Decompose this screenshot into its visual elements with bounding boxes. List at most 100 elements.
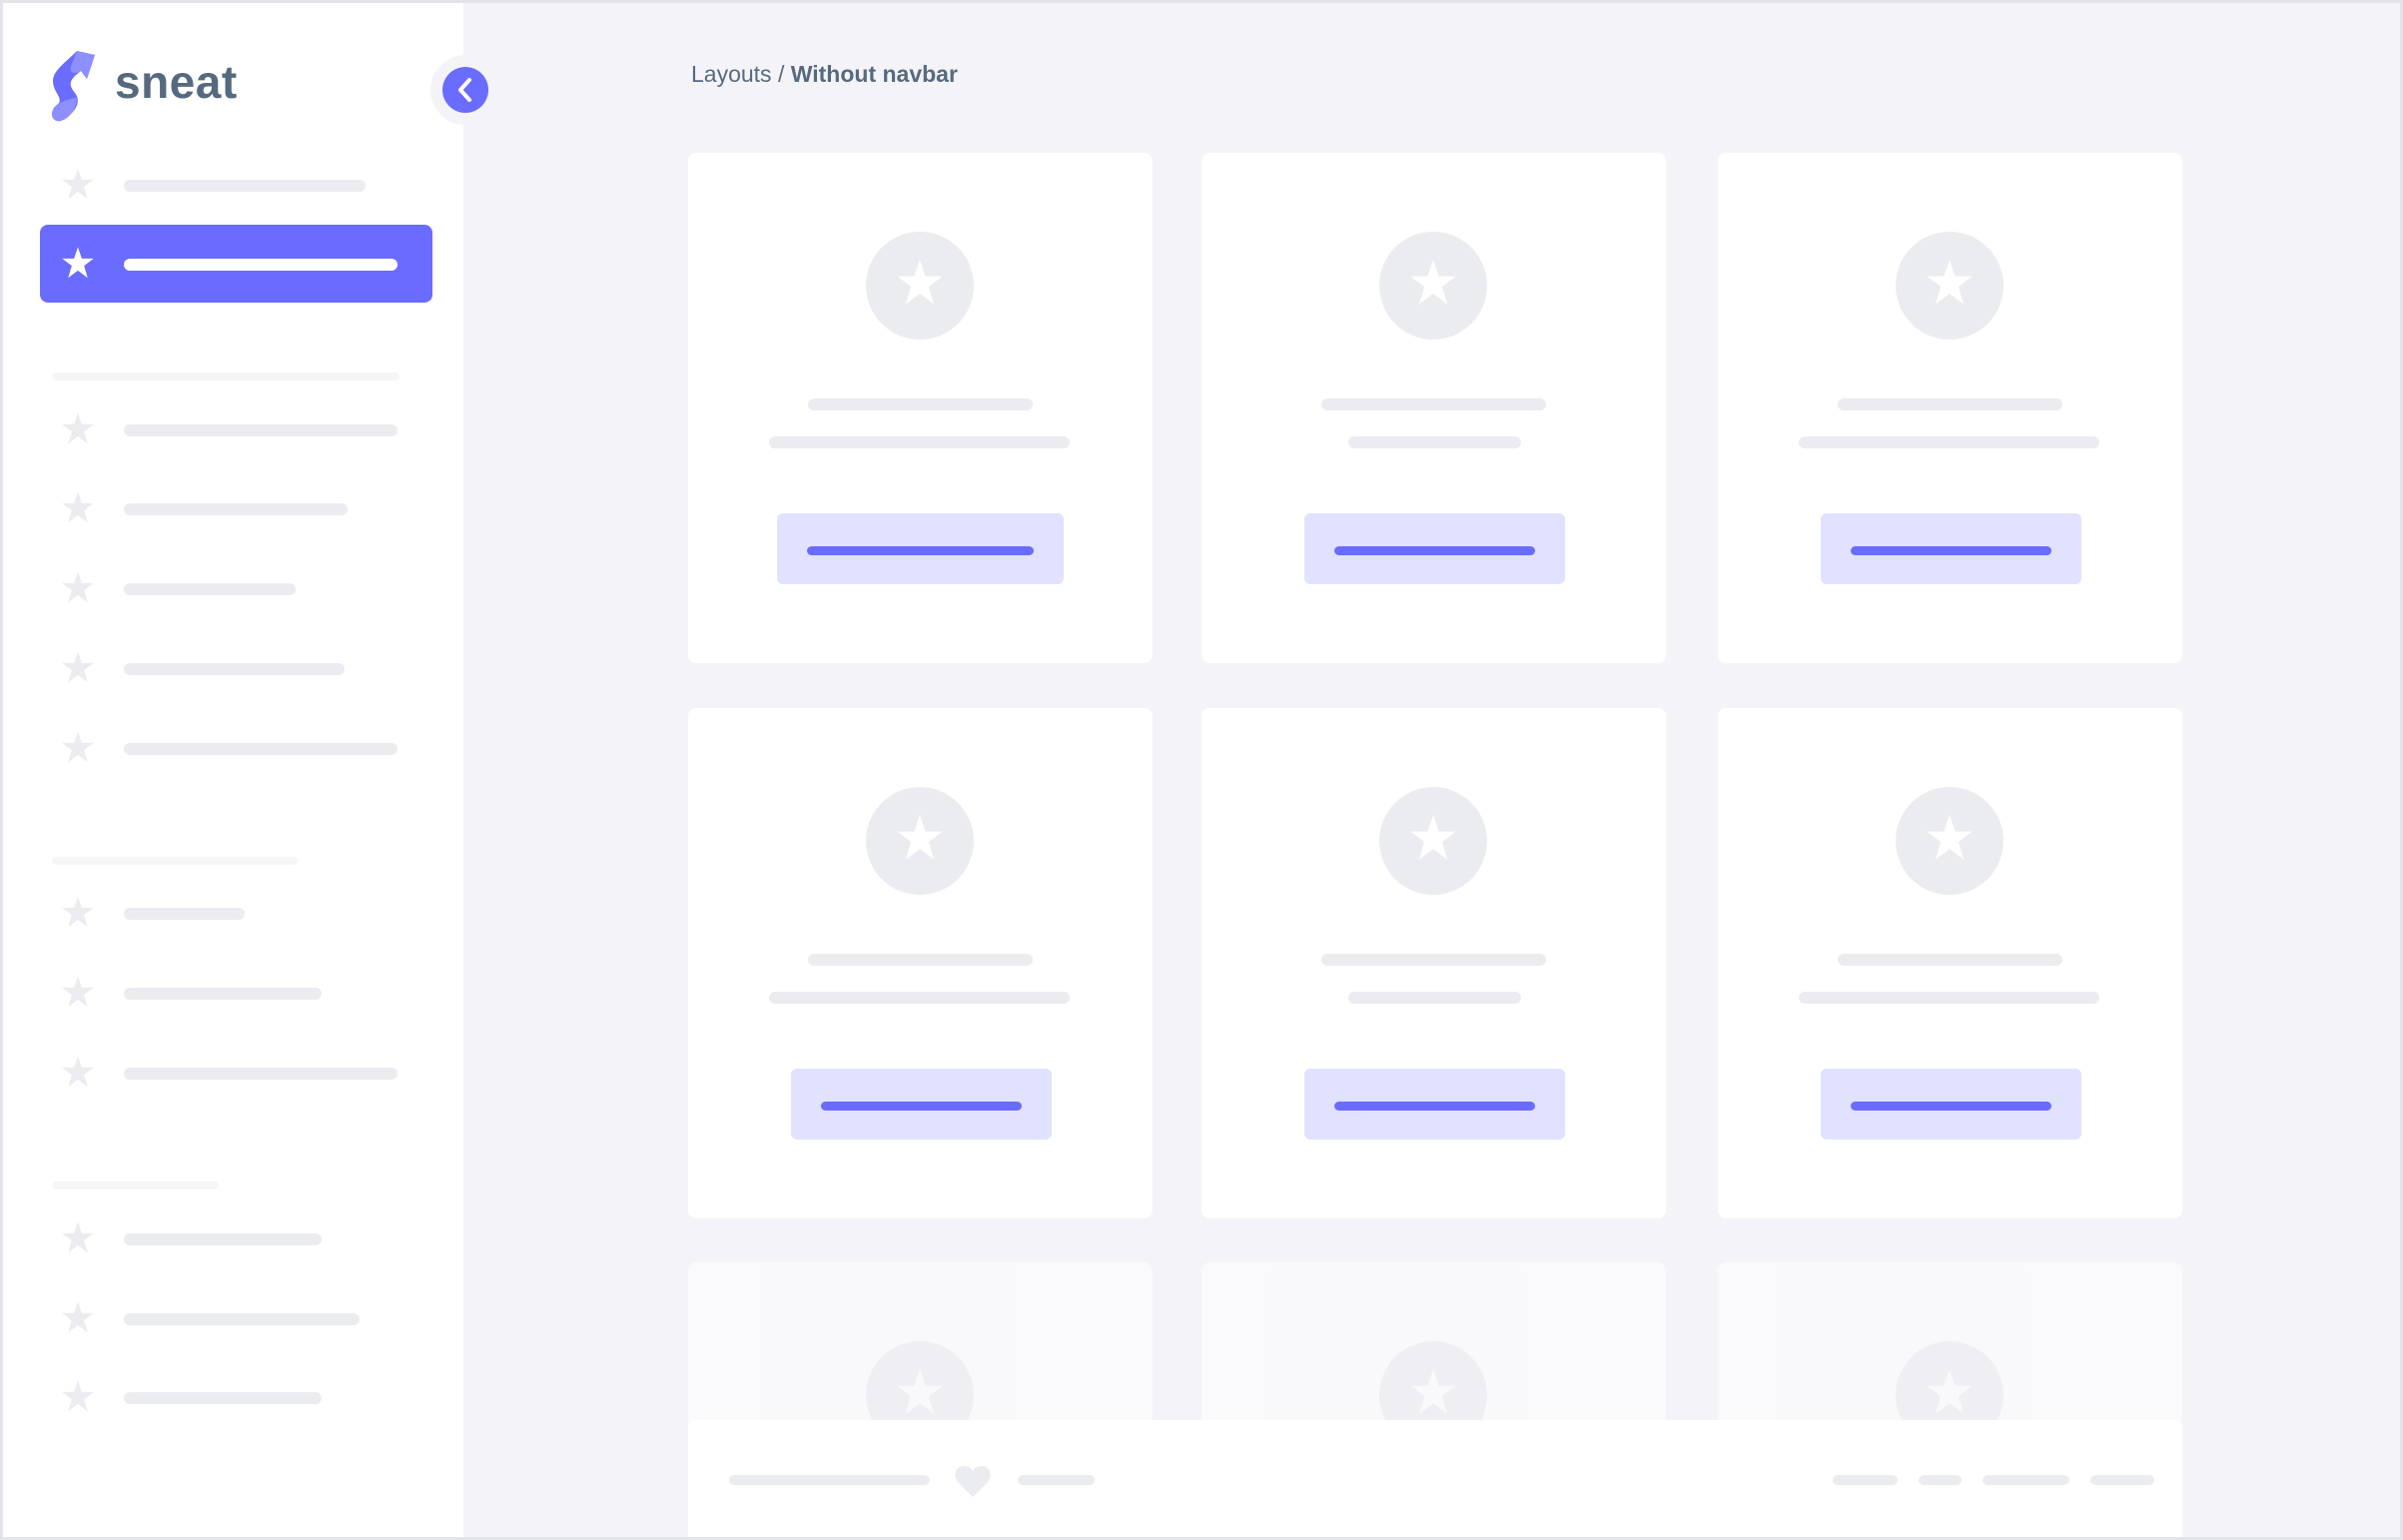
footer-text-placeholder bbox=[729, 1475, 930, 1485]
footer-link[interactable] bbox=[1983, 1475, 2069, 1485]
sidebar: sneat bbox=[3, 3, 500, 1537]
placeholder-card bbox=[1718, 708, 2182, 1218]
section-divider bbox=[52, 373, 400, 381]
breadcrumb-separator: / bbox=[771, 61, 791, 87]
card-action-button[interactable] bbox=[1304, 513, 1565, 584]
card-text-placeholder bbox=[1799, 436, 2099, 448]
sidebar-item[interactable] bbox=[40, 1377, 432, 1417]
button-label-placeholder bbox=[807, 546, 1034, 555]
sidebar-item-label-placeholder bbox=[124, 1068, 398, 1080]
placeholder-card bbox=[1202, 153, 1666, 663]
card-text-placeholder bbox=[769, 992, 1070, 1004]
footer-link[interactable] bbox=[2090, 1475, 2154, 1485]
star-icon bbox=[62, 1301, 94, 1333]
section-divider bbox=[52, 857, 298, 865]
sidebar-item-label-placeholder bbox=[124, 908, 245, 920]
card-text-placeholder bbox=[769, 436, 1070, 448]
sidebar-item-active[interactable] bbox=[40, 225, 432, 303]
sidebar-item[interactable] bbox=[40, 893, 432, 933]
card-title-placeholder bbox=[808, 954, 1033, 966]
star-icon bbox=[62, 731, 94, 763]
sidebar-item[interactable] bbox=[40, 1298, 432, 1338]
card-avatar bbox=[1896, 232, 2003, 340]
sidebar-item[interactable] bbox=[40, 728, 432, 768]
breadcrumb-current: Without navbar bbox=[790, 61, 958, 87]
footer-link[interactable] bbox=[1919, 1475, 1962, 1485]
button-label-placeholder bbox=[1334, 546, 1535, 555]
button-label-placeholder bbox=[1334, 1102, 1535, 1111]
card-action-button[interactable] bbox=[777, 513, 1064, 584]
chevron-left-icon bbox=[458, 78, 471, 102]
button-label-placeholder bbox=[1851, 1102, 2051, 1111]
card-title-placeholder bbox=[1838, 398, 2062, 410]
star-icon bbox=[1410, 1369, 1456, 1414]
footer bbox=[688, 1420, 2182, 1537]
card-avatar bbox=[1379, 787, 1487, 895]
star-icon bbox=[62, 412, 94, 444]
sidebar-item-label-placeholder bbox=[124, 988, 322, 1000]
card-title-placeholder bbox=[1321, 954, 1546, 966]
star-icon bbox=[897, 1369, 943, 1414]
sidebar-item-label-placeholder bbox=[124, 1233, 322, 1245]
placeholder-card bbox=[1202, 708, 1666, 1218]
sidebar-item-label-placeholder bbox=[124, 1392, 322, 1404]
collapse-sidebar-button[interactable] bbox=[442, 67, 488, 113]
card-action-button[interactable] bbox=[1821, 513, 2081, 584]
star-icon bbox=[62, 491, 94, 523]
star-icon bbox=[62, 1056, 94, 1088]
card-action-button[interactable] bbox=[1304, 1069, 1565, 1140]
footer-link[interactable] bbox=[1833, 1475, 1898, 1485]
placeholder-card bbox=[1718, 153, 2182, 663]
star-icon bbox=[62, 168, 94, 200]
card-action-button[interactable] bbox=[1821, 1069, 2081, 1140]
sidebar-item[interactable] bbox=[40, 1218, 432, 1258]
star-icon bbox=[62, 896, 94, 928]
brand-name: sneat bbox=[115, 56, 238, 108]
star-icon bbox=[62, 247, 94, 279]
sidebar-item[interactable] bbox=[40, 568, 432, 608]
card-avatar bbox=[1896, 787, 2003, 895]
placeholder-card bbox=[688, 153, 1153, 663]
sidebar-item-label-placeholder bbox=[124, 180, 366, 192]
button-label-placeholder bbox=[821, 1102, 1022, 1111]
sneat-logo-icon bbox=[52, 51, 95, 122]
card-text-placeholder bbox=[1348, 436, 1521, 448]
star-icon bbox=[62, 976, 94, 1008]
star-icon bbox=[62, 571, 94, 603]
sidebar-item-label-placeholder bbox=[124, 259, 398, 271]
footer-text-placeholder bbox=[1018, 1475, 1095, 1485]
sidebar-item-label-placeholder bbox=[124, 583, 296, 595]
star-icon bbox=[1410, 815, 1456, 860]
sidebar-item[interactable] bbox=[40, 409, 432, 449]
sidebar-item[interactable] bbox=[40, 488, 432, 528]
section-divider bbox=[52, 1181, 219, 1189]
sidebar-item[interactable] bbox=[40, 648, 432, 688]
sidebar-item[interactable] bbox=[40, 165, 432, 205]
star-icon bbox=[62, 651, 94, 683]
star-icon bbox=[1927, 815, 1973, 860]
star-icon bbox=[62, 1380, 94, 1412]
card-avatar bbox=[866, 232, 974, 340]
button-label-placeholder bbox=[1851, 546, 2051, 555]
sidebar-item[interactable] bbox=[40, 1053, 432, 1093]
breadcrumb-parent[interactable]: Layouts bbox=[691, 61, 772, 87]
card-text-placeholder bbox=[1799, 992, 2099, 1004]
star-icon bbox=[1927, 1369, 1973, 1414]
star-icon bbox=[897, 260, 943, 305]
sidebar-item[interactable] bbox=[40, 973, 432, 1013]
card-text-placeholder bbox=[1348, 992, 1521, 1004]
card-action-button[interactable] bbox=[791, 1069, 1052, 1140]
star-icon bbox=[897, 815, 943, 860]
card-title-placeholder bbox=[1321, 398, 1546, 410]
sidebar-item-label-placeholder bbox=[124, 503, 348, 515]
star-icon bbox=[1410, 260, 1456, 305]
star-icon bbox=[62, 1221, 94, 1253]
placeholder-card bbox=[688, 708, 1153, 1218]
breadcrumb: Layouts / Without navbar bbox=[691, 61, 958, 88]
heart-icon bbox=[955, 1465, 991, 1497]
sidebar-item-label-placeholder bbox=[124, 743, 398, 755]
card-title-placeholder bbox=[808, 398, 1033, 410]
sidebar-item-label-placeholder bbox=[124, 663, 345, 675]
card-title-placeholder bbox=[1838, 954, 2062, 966]
